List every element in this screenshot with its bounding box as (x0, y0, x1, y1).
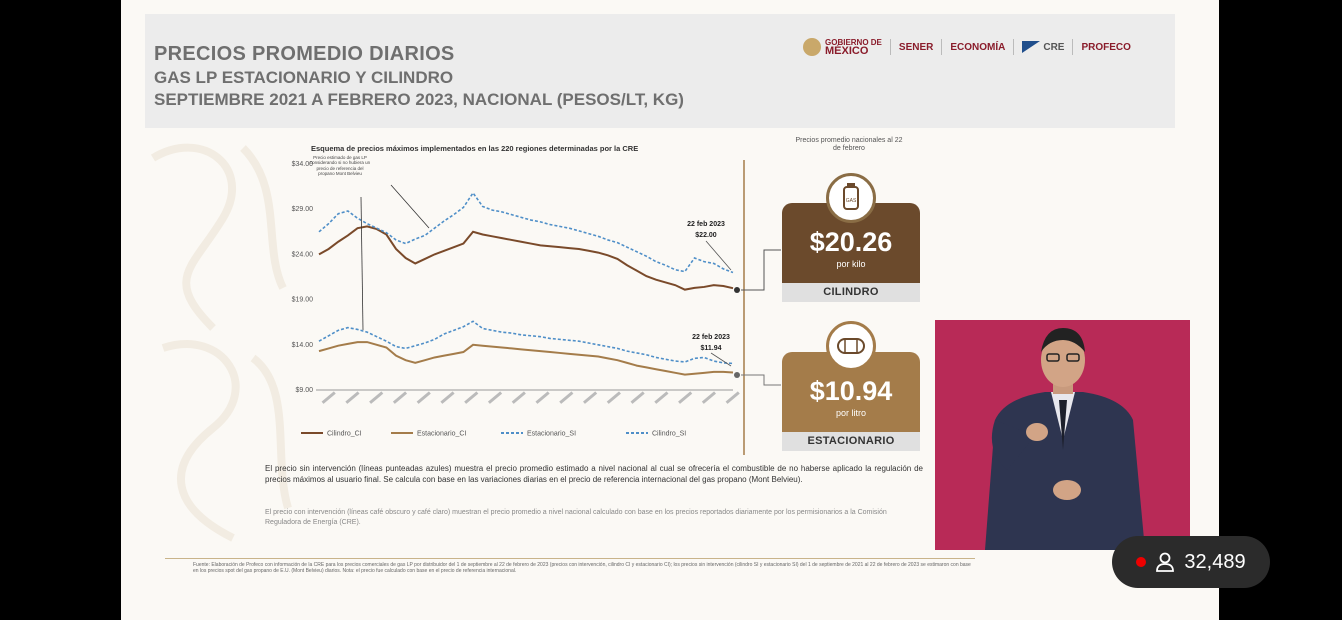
x-tick-label (535, 391, 550, 404)
header-band (145, 14, 1175, 128)
x-tick-label (392, 391, 408, 404)
estacionario-price: $10.94 (809, 376, 893, 406)
cilindro-unit: por kilo (836, 259, 866, 269)
coat-of-arms-icon (803, 38, 821, 56)
gas-cylinder-icon-svg: GAS (843, 183, 859, 210)
annotation-estacionario-arrow (710, 352, 732, 367)
x-tick-label (654, 391, 669, 404)
gobierno-logo: GOBIERNO DE MÉXICO (803, 38, 882, 56)
estacionario-label: ESTACIONARIO (782, 432, 920, 451)
x-tick-label (701, 391, 717, 404)
end-marker-estacionario (734, 372, 740, 378)
economia-logo: ECONOMÍA (950, 41, 1006, 53)
price-panel-label: Precios promedio nacionales al 22 de feb… (795, 137, 903, 152)
sener-logo: SENER (898, 41, 934, 53)
footer-rule (165, 558, 975, 559)
y-tick-label: $24.00 (292, 251, 314, 258)
x-tick-label (559, 391, 574, 404)
x-tick-label (725, 391, 740, 404)
gas-tank-icon (826, 321, 876, 371)
x-tick-label (416, 391, 431, 404)
chart-title: Esquema de precios máximos implementados… (311, 144, 638, 153)
legend-label: Cilindro_CI (327, 431, 362, 438)
x-tick-label (321, 391, 336, 404)
connector-cilindro (741, 249, 781, 291)
series-line-cilindro-ci (318, 225, 734, 291)
annotation-cilindro-value: $22.00 (695, 232, 717, 239)
cre-label: CRE (1043, 41, 1065, 53)
x-tick-label (511, 391, 526, 404)
series-line-cilindro-si (318, 191, 734, 274)
annotation-estimate-text: Precio estimado de gas LP considerando s… (309, 155, 371, 177)
cilindro-price: $20.26 (809, 227, 893, 257)
x-tick-label (678, 391, 693, 404)
annotation-cilindro-arrow (705, 240, 732, 271)
annotation-estimate-box: Precio estimado de gas LP considerando s… (309, 155, 371, 177)
viewer-count: 32,489 (1184, 550, 1246, 573)
y-tick-label: $9.00 (295, 387, 313, 394)
gas-tank-icon-svg (837, 338, 865, 354)
cre-triangle-icon (1022, 41, 1041, 53)
live-indicator-icon (1136, 557, 1147, 567)
slide-subtitle: GAS LP ESTACIONARIO Y CILINDRO (154, 68, 454, 87)
annotation-estimate-arrow-2 (390, 184, 430, 229)
estacionario-price-card: $10.94 por litro ESTACIONARIO (782, 352, 920, 451)
connector-estacionario (741, 374, 781, 386)
annotation-estacionario-date: 22 feb 2023 (692, 334, 730, 341)
annotation-estimate-arrow (360, 196, 364, 331)
sign-language-interpreter-video (935, 320, 1190, 550)
note-con-intervencion: El precio con intervención (líneas café … (265, 509, 887, 526)
logo-separator (941, 39, 943, 55)
presentation-slide: PRECIOS PROMEDIO DIARIOS GAS LP ESTACION… (121, 0, 1219, 620)
x-tick-label (487, 391, 503, 404)
svg-text:GAS: GAS (846, 198, 857, 204)
y-tick-label: $34.00 (292, 161, 314, 168)
x-tick-label (440, 391, 455, 404)
logo-separator (1072, 39, 1074, 55)
x-tick-label (369, 391, 384, 404)
cre-logo: CRE (1022, 41, 1064, 53)
logo-separator (889, 39, 891, 55)
source-footnote: Fuente: Elaboración de Profeco con infor… (193, 562, 971, 574)
estacionario-price-top: $10.94 por litro (782, 352, 920, 432)
slide-title: PRECIOS PROMEDIO DIARIOS (154, 43, 455, 65)
gobierno-label: MÉXICO (825, 44, 869, 57)
decorative-pattern (150, 143, 292, 542)
profeco-logo: PROFECO (1081, 41, 1131, 53)
logo-separator (1013, 39, 1015, 55)
series-line-estacionario-ci (318, 341, 734, 376)
x-tick-label (630, 391, 645, 404)
annotation-cilindro-date: 22 feb 2023 (687, 221, 725, 228)
x-tick-label (606, 391, 621, 404)
estacionario-unit: por litro (835, 408, 866, 418)
x-tick-label (464, 391, 479, 404)
institution-logos: GOBIERNO DE MÉXICO SENER ECONOMÍA CRE PRO… (803, 34, 1131, 60)
legend-label: Cilindro_SI (652, 431, 686, 438)
x-tick-label (582, 391, 598, 404)
interpreter-figure (985, 328, 1145, 550)
y-tick-label: $29.00 (292, 206, 314, 213)
price-line-chart: Esquema de precios máximos implementados… (292, 144, 781, 455)
y-tick-label: $14.00 (292, 342, 314, 349)
annotation-estacionario-value: $11.94 (700, 345, 721, 352)
note-sin-intervencion: El precio sin intervención (líneas punte… (265, 464, 923, 484)
user-icon (1156, 552, 1175, 572)
y-tick-label: $19.00 (292, 297, 314, 304)
legend-label: Estacionario_SI (527, 431, 576, 438)
x-tick-label (345, 391, 360, 404)
series-line-estacionario-si (318, 320, 734, 365)
slide-period: SEPTIEMBRE 2021 A FEBRERO 2023, NACIONAL… (154, 90, 684, 109)
gobierno-small-label: GOBIERNO DE (825, 37, 882, 47)
legend-label: Estacionario_CI (417, 431, 466, 438)
live-viewer-count: 32,489 (1112, 536, 1270, 588)
cilindro-label: CILINDRO (782, 283, 920, 302)
gas-cylinder-icon: GAS (826, 173, 876, 223)
end-marker-cilindro (734, 287, 740, 293)
chart-legend: Cilindro_CI Estacionario_CI Estacionario_S… (301, 431, 686, 438)
